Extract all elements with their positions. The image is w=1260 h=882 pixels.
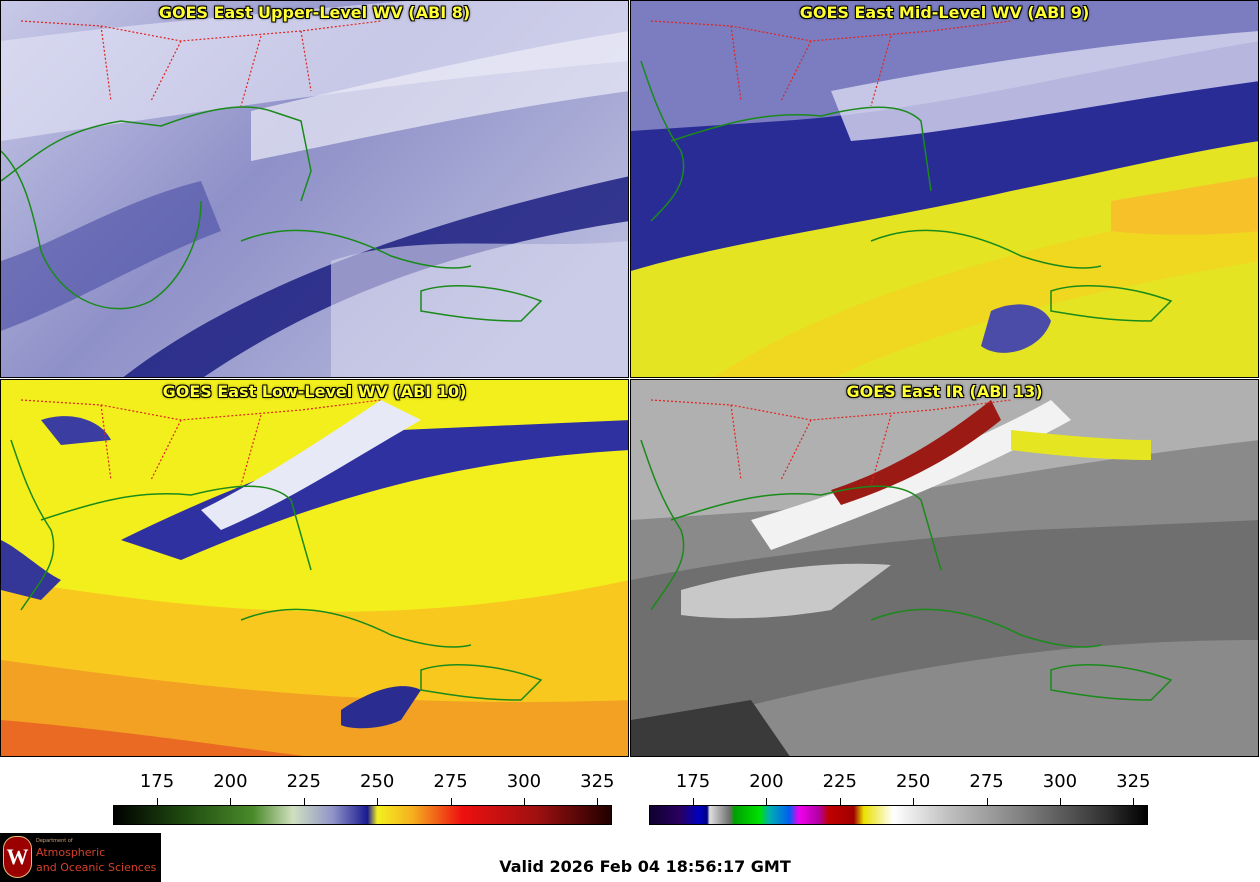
ir-colorbar <box>649 805 1148 825</box>
ir-tick-label: 325 <box>1116 771 1151 792</box>
wv-colorbar <box>113 805 612 825</box>
panel-low-level-wv: GOES East Low-Level WV (ABI 10) <box>0 379 629 757</box>
ir-tick-mark <box>766 798 768 805</box>
uw-crest-icon: W <box>3 836 32 878</box>
wv-mid-image <box>631 1 1258 377</box>
wv-tick-label: 225 <box>286 771 321 792</box>
wv-tick-mark <box>523 798 525 805</box>
ir-tick-mark <box>913 798 915 805</box>
wv-tick-mark <box>157 798 159 805</box>
ir-tick-label: 175 <box>675 771 711 792</box>
panel-title: GOES East Upper-Level WV (ABI 8) <box>158 3 471 22</box>
ir-image <box>631 380 1258 756</box>
panel-ir: GOES East IR (ABI 13) <box>630 379 1259 757</box>
ir-tick-label: 200 <box>749 771 784 792</box>
ir-tick-mark <box>986 798 988 805</box>
panel-mid-level-wv: GOES East Mid-Level WV (ABI 9) <box>630 0 1259 378</box>
wv-tick-label: 300 <box>506 771 542 792</box>
wv-tick-label: 275 <box>433 771 468 792</box>
logo-line2: and Oceanic Sciences <box>36 861 157 874</box>
wv-upper-image <box>1 1 628 377</box>
ir-tick-label: 275 <box>969 771 1004 792</box>
wv-tick-label: 200 <box>213 771 248 792</box>
ir-tick-mark <box>1133 798 1135 805</box>
wv-tick-mark <box>597 798 599 805</box>
panel-title: GOES East Low-Level WV (ABI 10) <box>162 382 467 401</box>
ir-tick-label: 250 <box>895 771 931 792</box>
logo-line1: Atmospheric <box>36 846 106 859</box>
wv-tick-mark <box>230 798 232 805</box>
wv-tick-label: 325 <box>580 771 615 792</box>
aos-logo: W Department of Atmospheric and Oceanic … <box>0 833 161 882</box>
panel-title: GOES East IR (ABI 13) <box>846 382 1043 401</box>
wv-tick-mark <box>377 798 379 805</box>
wv-tick-mark <box>450 798 452 805</box>
ir-tick-label: 225 <box>822 771 857 792</box>
ir-tick-mark <box>1059 798 1061 805</box>
wv-tick-label: 250 <box>359 771 395 792</box>
wv-tick-mark <box>303 798 305 805</box>
logo-dept: Department of <box>36 838 73 844</box>
wv-tick-label: 175 <box>139 771 175 792</box>
ir-tick-label: 300 <box>1042 771 1078 792</box>
wv-low-image <box>1 380 628 756</box>
ir-tick-mark <box>693 798 695 805</box>
panel-title: GOES East Mid-Level WV (ABI 9) <box>799 3 1090 22</box>
ir-tick-mark <box>839 798 841 805</box>
panel-upper-level-wv: GOES East Upper-Level WV (ABI 8) <box>0 0 629 378</box>
valid-time-label: Valid 2026 Feb 04 18:56:17 GMT <box>499 857 791 876</box>
